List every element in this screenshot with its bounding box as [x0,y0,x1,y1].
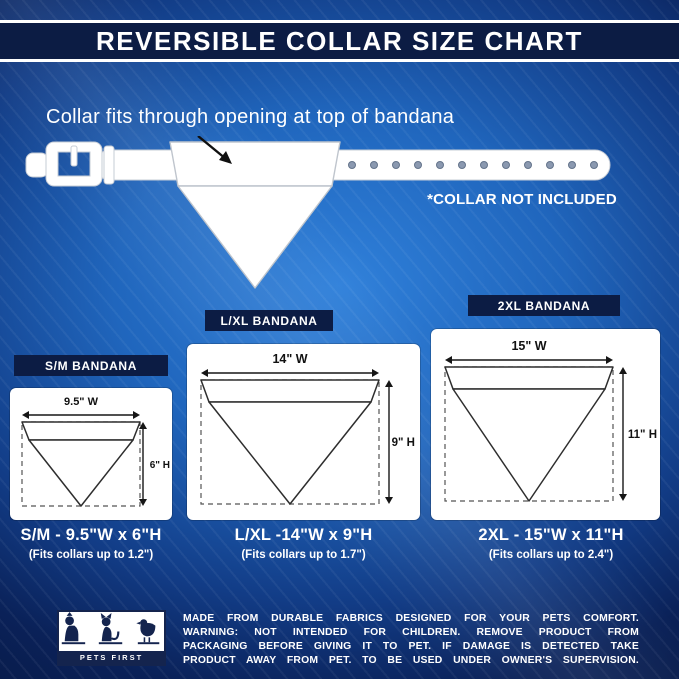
size-chip-2xl: 2XL BANDANA [468,295,620,316]
hero-caption: Collar fits through opening at top of ba… [46,106,455,128]
size-label-sm: S/M - 9.5"W x 6"H [20,526,162,544]
collar-note: *COLLAR NOT INCLUDED [427,191,617,208]
size-label-2xl: 2XL - 15"W x 11"H [478,526,624,544]
bird-icon [136,619,160,645]
logo-wordmark: PETS FIRST [59,651,164,664]
width-label: 9.5" W [64,396,99,408]
disclaimer-line: PRODUCT AWAY FROM PET. TO BE USED UNDER … [183,655,639,666]
disclaimer-line: PACKAGING BEFORE GIVING IT TO PET. IF DA… [183,641,639,652]
disclaimer: MADE FROM DURABLE FABRICS DESIGNED FOR Y… [183,612,639,668]
collar-tip [25,152,49,178]
size-diagram-card-2xl: 15" W 11" H [431,329,660,520]
size-diagram-card-lxl: 14" W 9" H [187,344,420,520]
size-diagram-lxl: 14" W 9" H [200,352,415,505]
fits-label-2xl: (Fits collars up to 2.4") [488,549,614,561]
bandana-shape [208,401,372,505]
bandana-shape [452,388,606,502]
bandana-shape [28,439,134,507]
width-label: 14" W [272,352,307,366]
bandana-top-channel [200,379,380,403]
pointer-arrow [197,136,232,164]
width-label: 15" W [511,339,546,353]
disclaimer-line: WARNING: NOT INTENDED FOR CHILDREN. REMO… [183,627,639,638]
bandana-top-channel [169,141,341,187]
height-label: 9" H [392,437,415,449]
bandana-shape [177,185,333,289]
size-diagram-card-sm: 9.5" W 6" H [10,388,172,520]
height-label: 6" H [150,460,170,471]
size-label-lxl: L/XL -14"W x 9"H [234,526,373,544]
bandana-top-channel [21,421,141,441]
dog-icon [61,612,86,645]
disclaimer-line: MADE FROM DURABLE FABRICS DESIGNED FOR Y… [183,613,639,624]
size-diagram-sm: 9.5" W 6" H [21,396,170,507]
logo-animals [61,612,160,645]
collar-holes [348,161,598,169]
size-chip-sm: S/M BANDANA [14,355,168,376]
buckle-keeper [103,145,115,185]
bandana-top-channel [444,366,614,390]
size-chip-lxl: L/XL BANDANA [205,310,333,331]
cat-icon [98,612,123,645]
height-label: 11" H [628,429,657,441]
header-bar: REVERSIBLE COLLAR SIZE CHART [0,20,679,62]
brand-logo: PETS FIRST [57,610,166,666]
page-title: REVERSIBLE COLLAR SIZE CHART [96,25,583,56]
size-diagram-2xl: 15" W 11" H [444,339,657,502]
collar-illustration [25,136,611,289]
fits-label-lxl: (Fits collars up to 1.7") [241,549,366,561]
fits-label-sm: (Fits collars up to 1.2") [28,549,154,561]
buckle-prong [70,145,78,167]
